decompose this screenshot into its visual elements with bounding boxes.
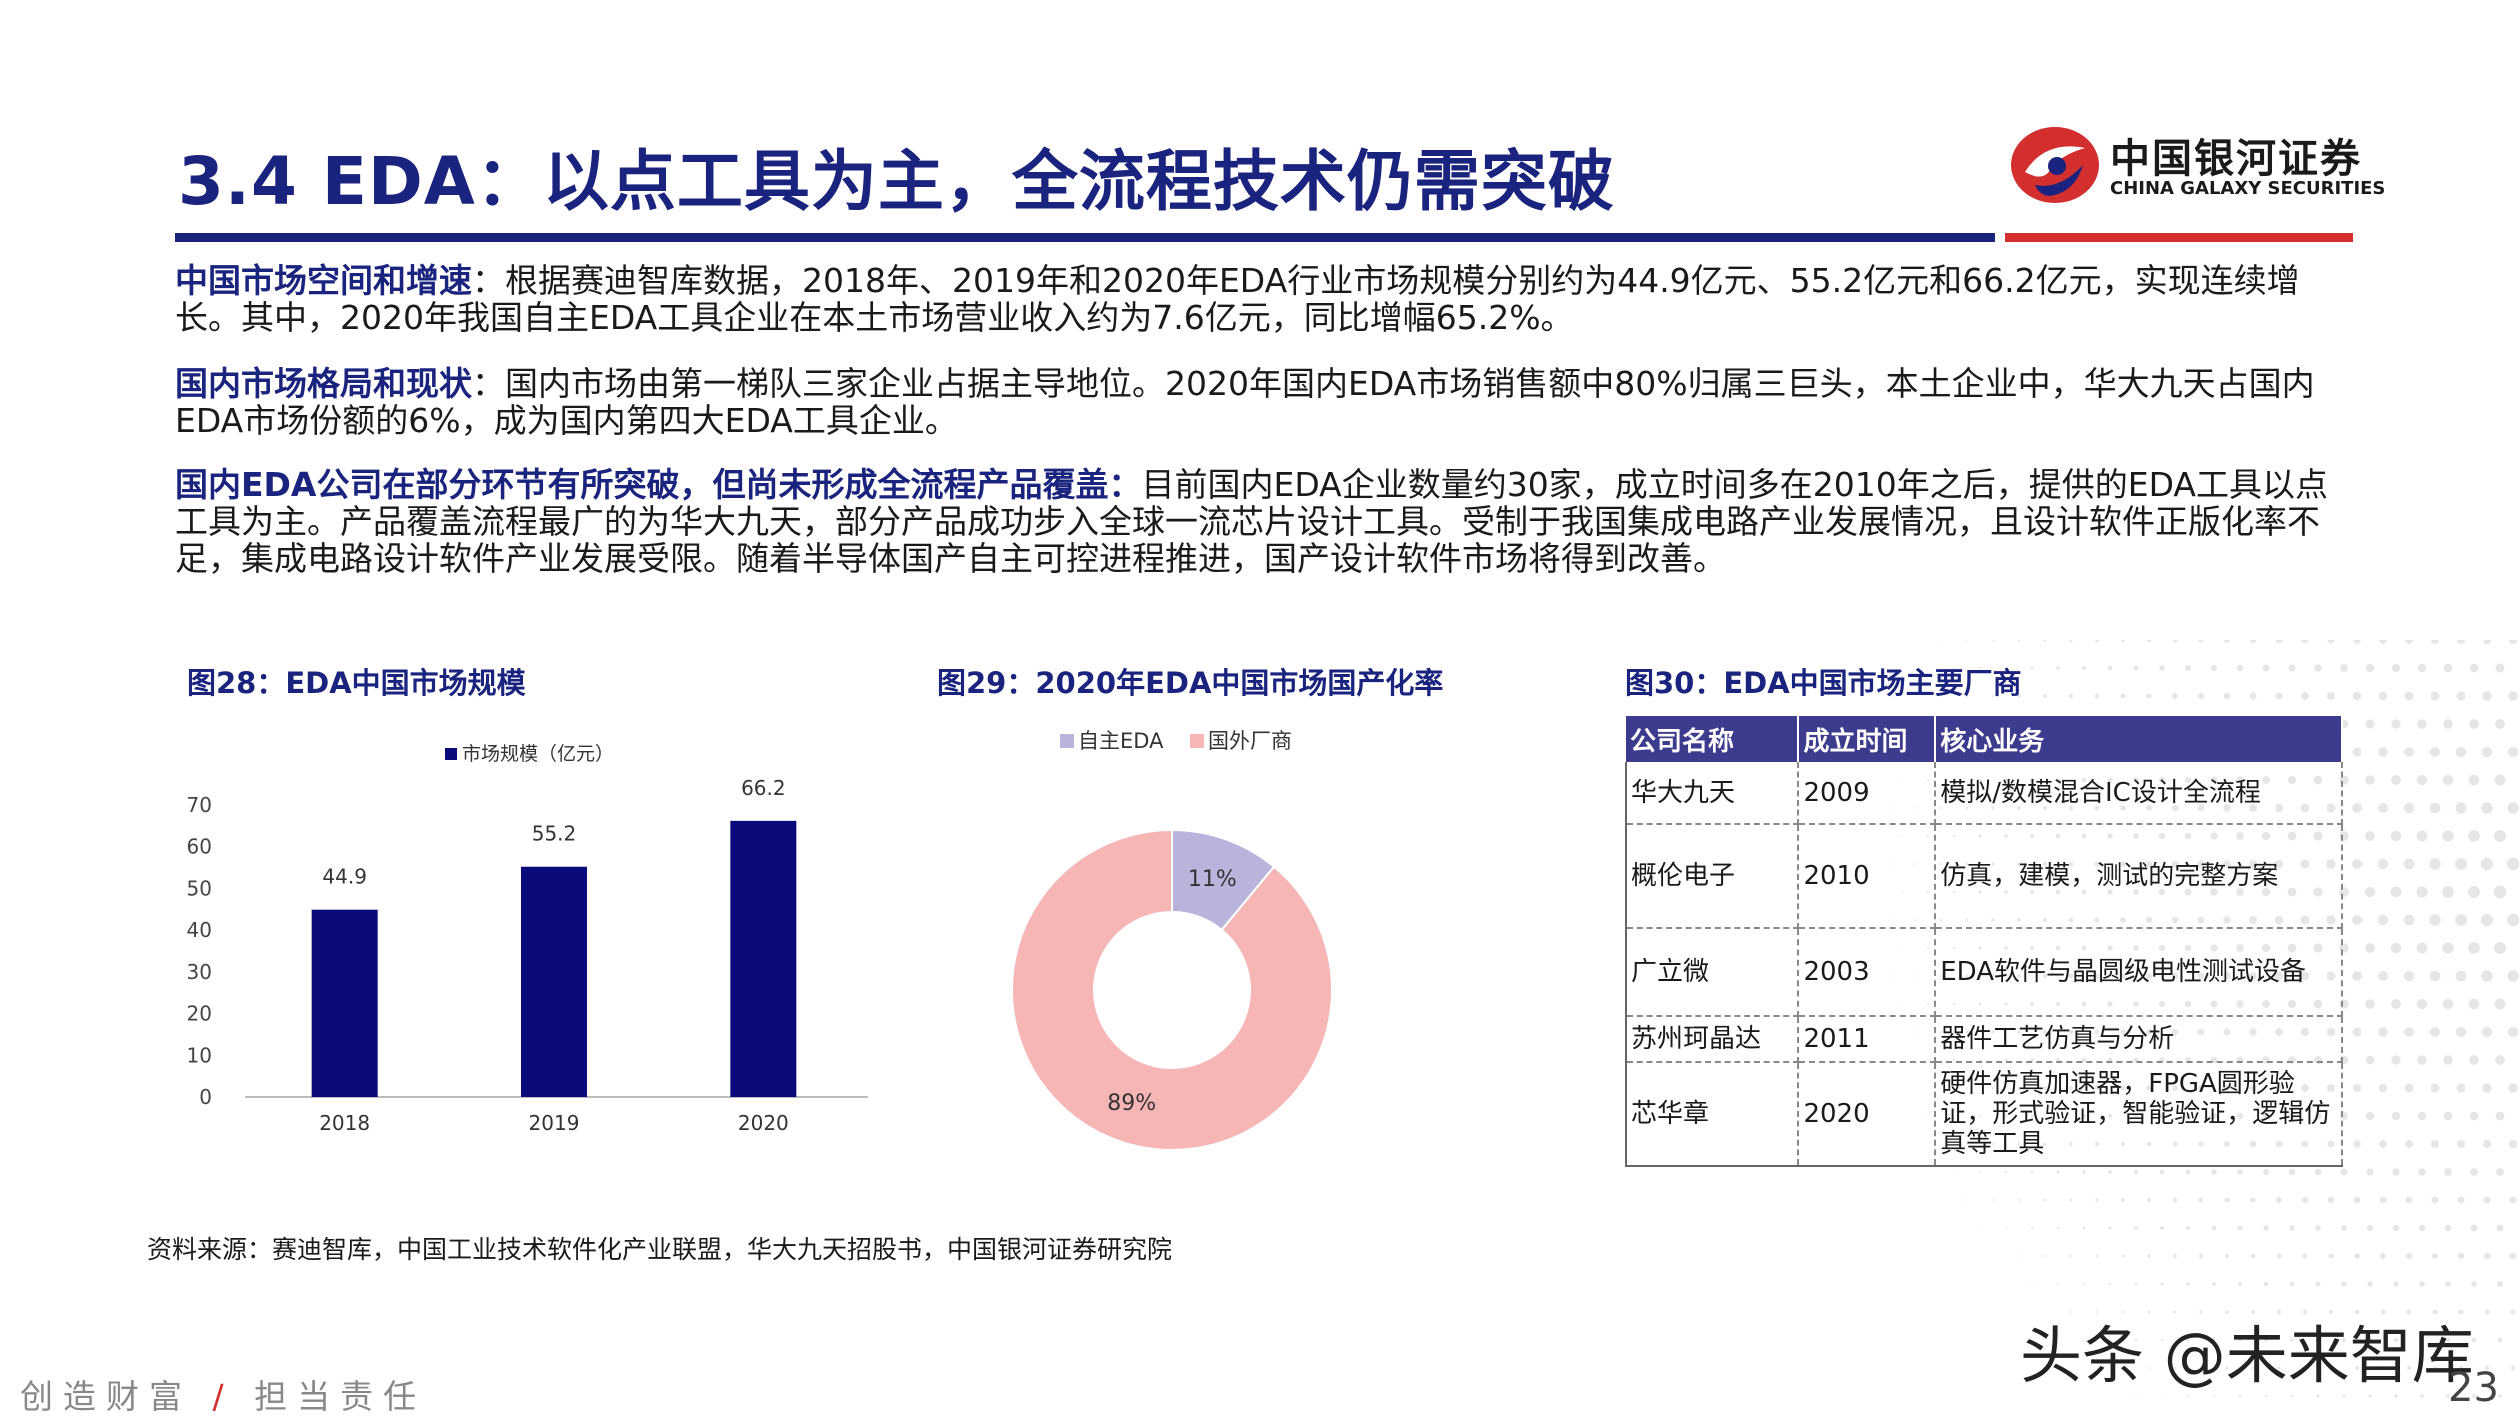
table-cell: 2009 [1798,762,1937,825]
table-cell: 器件工艺仿真与分析 [1935,1016,2343,1063]
donut-chart-localization-rate: 自主EDA 国外厂商 11% 89% [1011,729,1333,1151]
paragraph-lead: 国内市场格局和现状 [175,364,472,403]
legend-swatch [1060,734,1074,748]
legend-label: 自主EDA [1078,729,1164,753]
table-header-row: 公司名称 成立时间 核心业务 [1626,716,2343,762]
x-tick-label: 2019 [529,1111,580,1135]
table-cell: 模拟/数模混合IC设计全流程 [1935,762,2343,825]
table-cell: EDA软件与晶圆级电性测试设备 [1935,928,2343,1017]
legend-swatch [445,748,457,760]
table-cell: 芯华章 [1624,1062,1800,1167]
paragraph-domestic-breakthrough: 国内EDA公司在部分环节有所突破，但尚未形成全流程产品覆盖：目前国内EDA企业数… [175,466,2355,577]
title-underline-blue [175,233,1995,242]
table-cell: 苏州珂晶达 [1624,1016,1800,1063]
source-note: 资料来源：赛迪智库，中国工业技术软件化产业联盟，华大九天招股书，中国银河证券研究… [147,1235,1173,1264]
table-header-founded: 成立时间 [1798,716,1937,762]
y-tick-label: 0 [199,1085,212,1109]
slogan-left: 创造财富 [20,1377,192,1416]
bar [730,820,797,1097]
paragraph-text: ：根据赛迪智库数据，2018年、2019年和2020年EDA行业市场规模分别约为… [175,261,2300,337]
table-row: 苏州珂晶达 2011 器件工艺仿真与分析 [1624,1016,2343,1063]
paragraph-text: 目前国内EDA企业数量约30家，成立时间多在2010年之后，提供的EDA工具以点… [175,465,2328,578]
page-title: 3.4 EDA：以点工具为主，全流程技术仍需突破 [178,143,1615,220]
paragraph-text: ：国内市场由第一梯队三家企业占据主导地位。2020年国内EDA市场销售额中80%… [175,364,2315,440]
legend-label: 国外厂商 [1208,729,1292,753]
donut-data-label: 11% [1188,867,1237,892]
slogan-separator: / [212,1377,234,1416]
legend-label: 市场规模（亿元） [462,743,614,765]
galaxy-logo-icon [2011,127,2099,203]
paragraph-lead: 中国市场空间和增速 [175,261,472,300]
legend-swatch [1190,734,1204,748]
y-tick-label: 70 [187,793,212,817]
bar-data-label: 55.2 [532,822,577,846]
footer-slogan: 创造财富 / 担当责任 [20,1370,426,1417]
watermark-text: 头条 @未来智库 [2020,1319,2474,1392]
company-logo: 中国银河证券 CHINA GALAXY SECURITIES [2005,120,2385,210]
y-tick-label: 50 [187,876,212,900]
y-tick-label: 60 [187,835,212,859]
figure-30-title: 图30：EDA中国市场主要厂商 [1625,666,2022,700]
table-cell: 2010 [1798,824,1937,929]
table-row: 芯华章 2020 硬件仿真加速器，FPGA圆形验证，形式验证，智能验证，逻辑仿真… [1624,1062,2343,1167]
logo-chinese-name: 中国银河证券 [2110,136,2362,182]
figure-29-title: 图29：2020年EDA中国市场国产化率 [937,666,1444,700]
y-tick-label: 20 [187,1002,212,1026]
paragraph-lead: 国内EDA公司在部分环节有所突破，但尚未形成全流程产品覆盖： [175,465,1142,504]
figure-28-title: 图28：EDA中国市场规模 [187,666,526,700]
page-number: 23 [2448,1365,2499,1411]
y-tick-label: 10 [187,1043,212,1067]
table-cell: 2020 [1798,1062,1937,1167]
table-header-company: 公司名称 [1626,716,1800,762]
table-cell: 仿真，建模，测试的完整方案 [1935,824,2343,929]
donut-data-label: 89% [1107,1091,1156,1116]
table-cell: 广立微 [1624,928,1800,1017]
table-cell: 华大九天 [1624,762,1800,825]
table-row: 华大九天 2009 模拟/数模混合IC设计全流程 [1624,762,2343,825]
x-tick-label: 2018 [319,1111,370,1135]
table-cell: 硬件仿真加速器，FPGA圆形验证，形式验证，智能验证，逻辑仿真等工具 [1935,1062,2343,1167]
eda-vendors-table: 公司名称 成立时间 核心业务 华大九天 2009 模拟/数模混合IC设计全流程 … [1624,716,2343,1167]
table-cell: 概伦电子 [1624,824,1800,929]
bar-chart-eda-market-size: 市场规模（亿元） 0 10 20 30 40 50 60 70 44.9 2018 55.2 2019 6… [187,743,868,1135]
table-header-business: 核心业务 [1935,716,2343,762]
y-tick-label: 30 [187,960,212,984]
slogan-right: 担当责任 [254,1377,427,1416]
x-tick-label: 2020 [738,1111,789,1135]
logo-english-name: CHINA GALAXY SECURITIES [2110,178,2386,199]
title-underline-red [2005,233,2353,242]
bar-data-label: 44.9 [322,865,367,889]
table-cell: 2011 [1798,1016,1937,1063]
table-row: 概伦电子 2010 仿真，建模，测试的完整方案 [1624,824,2343,929]
bar [521,866,587,1097]
table-row: 广立微 2003 EDA软件与晶圆级电性测试设备 [1624,928,2343,1017]
y-tick-label: 40 [187,918,212,942]
bar-data-label: 66.2 [741,776,786,800]
paragraph-market-size: 中国市场空间和增速：根据赛迪智库数据，2018年、2019年和2020年EDA行… [175,262,2355,336]
bar [311,909,378,1097]
donut-slice [1011,828,1333,1151]
paragraph-market-structure: 国内市场格局和现状：国内市场由第一梯队三家企业占据主导地位。2020年国内EDA… [175,365,2355,439]
table-cell: 2003 [1798,928,1937,1017]
